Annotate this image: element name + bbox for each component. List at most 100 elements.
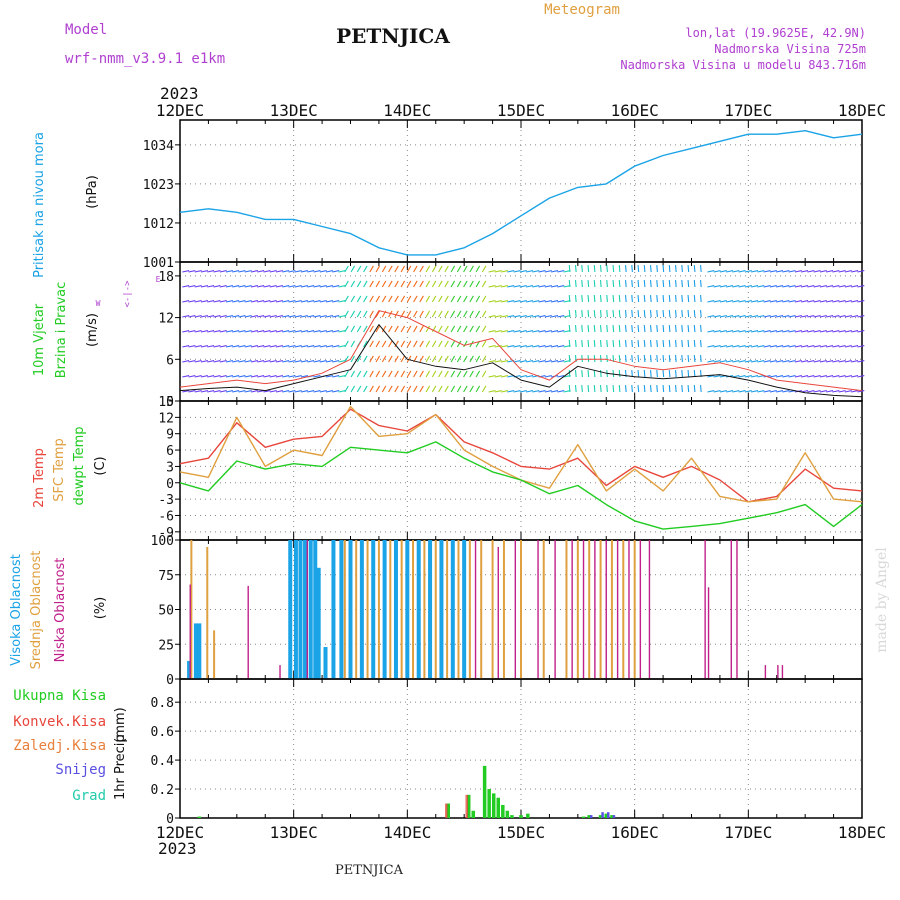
date-label-top: 12DEC	[156, 101, 204, 120]
high-cloud-bar	[303, 540, 308, 679]
wind-arrow	[456, 325, 462, 333]
wind-arrow	[838, 330, 846, 333]
wind-arrow	[801, 285, 809, 288]
wind-arrow	[288, 315, 296, 318]
wind-arrow	[513, 390, 521, 393]
wind-arrow	[807, 300, 815, 303]
wind-arrow	[732, 300, 740, 303]
wind-arrow	[631, 354, 633, 363]
wind-arrow	[232, 300, 240, 303]
wind-arrow	[200, 375, 208, 378]
precip-total-bar	[505, 810, 510, 818]
wind-arrow	[188, 375, 196, 378]
wind-arrow	[263, 330, 271, 333]
wind-arrow	[406, 295, 412, 303]
wind-arrow	[519, 270, 527, 273]
wind-arrow	[338, 345, 346, 348]
wind-legend-e: E	[156, 275, 161, 284]
wind-arrow	[782, 345, 790, 348]
wind-arrow	[693, 279, 696, 288]
wind-arrow	[738, 375, 746, 378]
wind-arrow	[637, 324, 640, 333]
wind-arrow	[581, 324, 583, 333]
wind-arrow	[587, 309, 590, 318]
wind-arrow	[463, 325, 468, 333]
date-label-top: 18DEC	[838, 101, 886, 120]
wind-arrow	[713, 285, 721, 288]
snow-bar	[612, 815, 616, 818]
wind-arrow	[519, 360, 527, 363]
wind-arrow	[419, 280, 424, 288]
wind-arrow	[612, 324, 615, 333]
wind-arrow	[244, 300, 252, 303]
wind-arrow	[325, 375, 334, 378]
wind-arrow	[587, 354, 590, 363]
wind-arrow	[624, 279, 627, 288]
wind-arrow	[693, 264, 696, 273]
wind-arrow	[250, 360, 259, 363]
wind-arrow	[838, 390, 846, 393]
wind-arrow	[838, 285, 846, 288]
wind-arrow	[606, 354, 608, 363]
wind-arrow	[194, 300, 202, 303]
wind-arrow	[649, 309, 652, 318]
wind-arrow	[844, 315, 852, 318]
mid-cloud-bar	[468, 540, 471, 679]
wind-arrow	[369, 265, 374, 273]
date-label-top: 17DEC	[724, 101, 772, 120]
wind-arrow	[819, 330, 827, 333]
wind-arrow	[438, 340, 443, 348]
wind-arrow	[813, 375, 821, 378]
wind-arrow	[394, 280, 399, 288]
wind-arrow	[763, 300, 771, 303]
wind-arrow	[574, 339, 577, 348]
wind-arrow	[807, 285, 815, 288]
wind-arrow	[776, 360, 784, 363]
precip-total-bar	[501, 804, 505, 818]
wind-arrow	[257, 345, 265, 348]
wind-arrow	[519, 285, 527, 288]
wind-arrow	[488, 270, 496, 273]
wind-arrow	[200, 315, 208, 318]
y-tick-label: -3	[158, 493, 174, 508]
snow-bar	[589, 815, 593, 818]
wind-arrow	[244, 315, 252, 318]
precip-total-bar	[604, 813, 608, 818]
wind-arrow	[599, 309, 602, 318]
low-cloud-bar	[594, 540, 596, 679]
wind-arrow	[425, 355, 431, 363]
wind-arrow	[681, 384, 683, 393]
date-label-top: 15DEC	[497, 101, 545, 120]
wind-arrow	[693, 354, 696, 363]
wind-arrow	[363, 310, 368, 318]
wind-arrow	[844, 345, 852, 348]
wind-arrow	[438, 325, 443, 333]
wind-arrow	[375, 280, 381, 288]
wind-arrow	[513, 285, 521, 288]
date-label-bottom: 13DEC	[270, 823, 318, 842]
wind-arrow	[282, 300, 290, 303]
wind-arrow	[782, 390, 790, 393]
wind-arrow	[551, 330, 559, 333]
wind-arrow	[363, 325, 368, 333]
wind-arrow	[394, 265, 399, 273]
wind-arrow	[319, 285, 327, 288]
wind-arrow	[624, 264, 627, 273]
wind-arrow	[188, 270, 196, 273]
y-tick-label: 18	[158, 270, 174, 285]
wind-arrow	[744, 330, 752, 333]
cloud-ylabel-c: Niska Oblacnost	[53, 558, 68, 663]
wind-arrow	[244, 285, 252, 288]
wind-arrow	[188, 330, 196, 333]
wind-arrow	[801, 330, 809, 333]
wind-arrow	[557, 330, 565, 333]
wind-arrow	[207, 300, 215, 303]
wind-arrow	[788, 300, 796, 303]
wind-arrow	[551, 345, 559, 348]
wind-arrow	[394, 340, 399, 348]
wind-arrow	[732, 330, 740, 333]
wind-arrow	[568, 264, 571, 273]
low-cloud-bar	[474, 540, 477, 679]
wind-arrow	[606, 309, 608, 318]
wind-arrow	[807, 270, 815, 273]
